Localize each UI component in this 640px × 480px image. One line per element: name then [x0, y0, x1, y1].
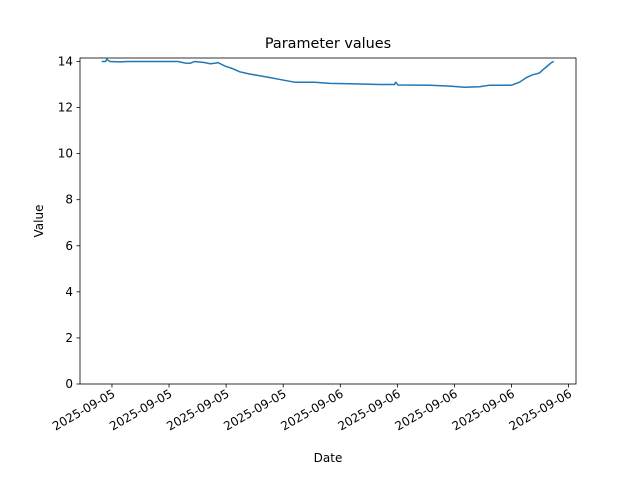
y-tick-label: 12: [58, 101, 73, 115]
y-tick-label: 6: [65, 239, 73, 253]
y-tick-label: 4: [65, 285, 73, 299]
plot-frame: [79, 57, 577, 385]
y-tick-label: 0: [65, 377, 73, 391]
y-tick-label: 14: [58, 54, 73, 68]
y-tick-label: 10: [58, 147, 73, 161]
y-tick-label: 2: [65, 331, 73, 345]
y-axis-label: Value: [32, 205, 46, 238]
line-series: [101, 58, 555, 89]
y-tick-label: 8: [65, 193, 73, 207]
x-axis-label: Date: [314, 451, 343, 465]
chart-title: Parameter values: [265, 36, 391, 52]
